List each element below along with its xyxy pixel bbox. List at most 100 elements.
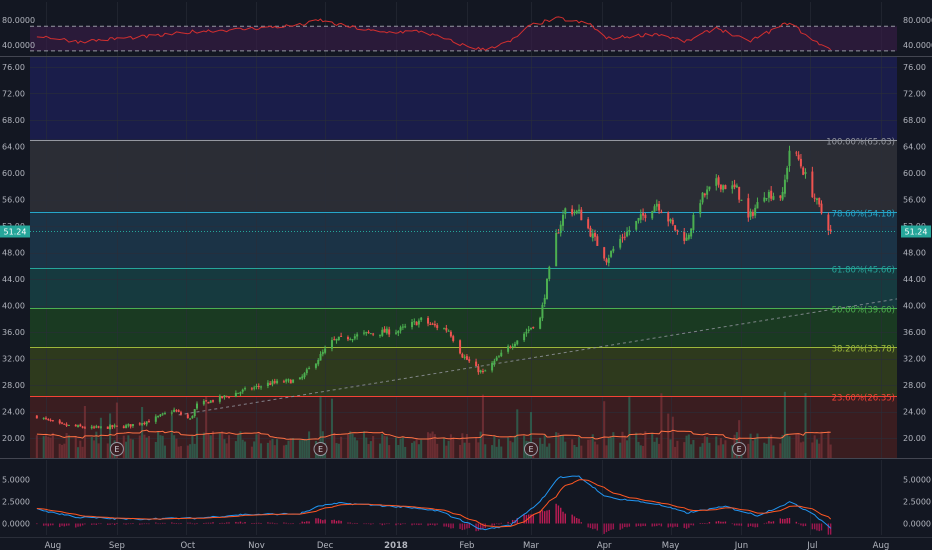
candle-body[interactable] [642, 213, 645, 216]
candle-body[interactable] [225, 396, 228, 398]
candle-body[interactable] [319, 354, 322, 361]
candle-body[interactable] [237, 392, 240, 394]
candle-body[interactable] [545, 278, 548, 300]
candle-body[interactable] [427, 317, 430, 324]
candle-body[interactable] [51, 420, 54, 422]
candle-body[interactable] [747, 198, 750, 218]
candle-body[interactable] [42, 417, 45, 419]
candle-body[interactable] [477, 366, 480, 373]
candle-body[interactable] [298, 377, 301, 380]
candle-body[interactable] [143, 423, 146, 425]
candle-body[interactable] [708, 186, 711, 190]
candle-body[interactable] [115, 425, 118, 427]
candle-body[interactable] [257, 385, 260, 387]
candle-body[interactable] [655, 203, 658, 207]
candle-body[interactable] [365, 331, 368, 334]
candle-body[interactable] [735, 185, 738, 188]
candle-body[interactable] [303, 373, 306, 378]
candle-body[interactable] [639, 214, 642, 220]
candle-body[interactable] [706, 189, 709, 195]
candle-body[interactable] [234, 392, 237, 397]
candle-body[interactable] [401, 326, 404, 328]
candle-body[interactable] [346, 337, 349, 340]
candle-body[interactable] [111, 425, 114, 428]
candle-body[interactable] [308, 368, 311, 370]
candle-body[interactable] [683, 231, 686, 241]
candle-body[interactable] [543, 298, 546, 304]
candle-body[interactable] [145, 421, 148, 425]
candle-body[interactable] [324, 348, 327, 353]
candle-body[interactable] [351, 339, 354, 341]
candle-body[interactable] [685, 237, 688, 241]
candle-body[interactable] [221, 396, 224, 399]
candle-body[interactable] [674, 225, 677, 231]
candle-body[interactable] [301, 376, 304, 379]
trendline[interactable] [178, 298, 898, 416]
candle-body[interactable] [459, 340, 462, 354]
candle-body[interactable] [349, 339, 352, 341]
candle-body[interactable] [255, 385, 258, 387]
candle-body[interactable] [829, 229, 832, 232]
candle-body[interactable] [667, 212, 670, 222]
candle-body[interactable] [445, 327, 448, 331]
candle-body[interactable] [463, 356, 466, 358]
earnings-marker[interactable] [523, 442, 538, 456]
candle-body[interactable] [202, 400, 205, 405]
candle-body[interactable] [529, 327, 532, 330]
candle-body[interactable] [260, 386, 263, 388]
candle-body[interactable] [362, 332, 365, 334]
candle-body[interactable] [241, 389, 244, 392]
candle-body[interactable] [797, 154, 800, 160]
candle-body[interactable] [271, 381, 274, 385]
candle-body[interactable] [539, 317, 542, 329]
candle-body[interactable] [58, 420, 61, 424]
candle-body[interactable] [395, 332, 398, 334]
candle-body[interactable] [97, 426, 100, 428]
candle-body[interactable] [527, 329, 530, 331]
candle-body[interactable] [495, 357, 498, 361]
candle-body[interactable] [399, 327, 402, 331]
candle-body[interactable] [571, 208, 574, 215]
candle-body[interactable] [786, 167, 789, 180]
candle-body[interactable] [404, 326, 407, 328]
candle-body[interactable] [507, 346, 510, 352]
candle-body[interactable] [79, 424, 82, 427]
candle-body[interactable] [157, 415, 160, 417]
candle-body[interactable] [99, 426, 102, 428]
candle-body[interactable] [756, 202, 759, 209]
candle-body[interactable] [81, 426, 84, 428]
candle-body[interactable] [795, 152, 798, 154]
candle-body[interactable] [340, 335, 343, 337]
candle-body[interactable] [523, 333, 526, 341]
candle-body[interactable] [687, 234, 690, 239]
candle-body[interactable] [651, 211, 654, 219]
candle-body[interactable] [621, 237, 624, 239]
candle-body[interactable] [186, 414, 189, 418]
candle-body[interactable] [63, 423, 66, 425]
candle-body[interactable] [692, 215, 695, 230]
candle-body[interactable] [372, 333, 375, 335]
candle-body[interactable] [637, 218, 640, 221]
earnings-marker[interactable] [109, 442, 124, 456]
candle-body[interactable] [337, 336, 340, 340]
candle-body[interactable] [223, 395, 226, 398]
candle-body[interactable] [218, 396, 221, 402]
candle-body[interactable] [676, 229, 679, 231]
candle-body[interactable] [690, 228, 693, 237]
candle-body[interactable] [626, 231, 629, 237]
candle-body[interactable] [452, 336, 455, 341]
candle-body[interactable] [500, 352, 503, 357]
candle-body[interactable] [413, 321, 416, 323]
candle-body[interactable] [738, 186, 741, 200]
candle-body[interactable] [763, 197, 766, 202]
candle-body[interactable] [658, 204, 661, 211]
candle-body[interactable] [497, 356, 500, 358]
candle-body[interactable] [173, 409, 176, 412]
candle-body[interactable] [154, 416, 157, 422]
candle-body[interactable] [191, 415, 194, 419]
candle-body[interactable] [449, 331, 452, 337]
candle-body[interactable] [715, 178, 718, 186]
candle-body[interactable] [317, 359, 320, 365]
candle-body[interactable] [122, 426, 125, 428]
candle-body[interactable] [596, 236, 599, 246]
